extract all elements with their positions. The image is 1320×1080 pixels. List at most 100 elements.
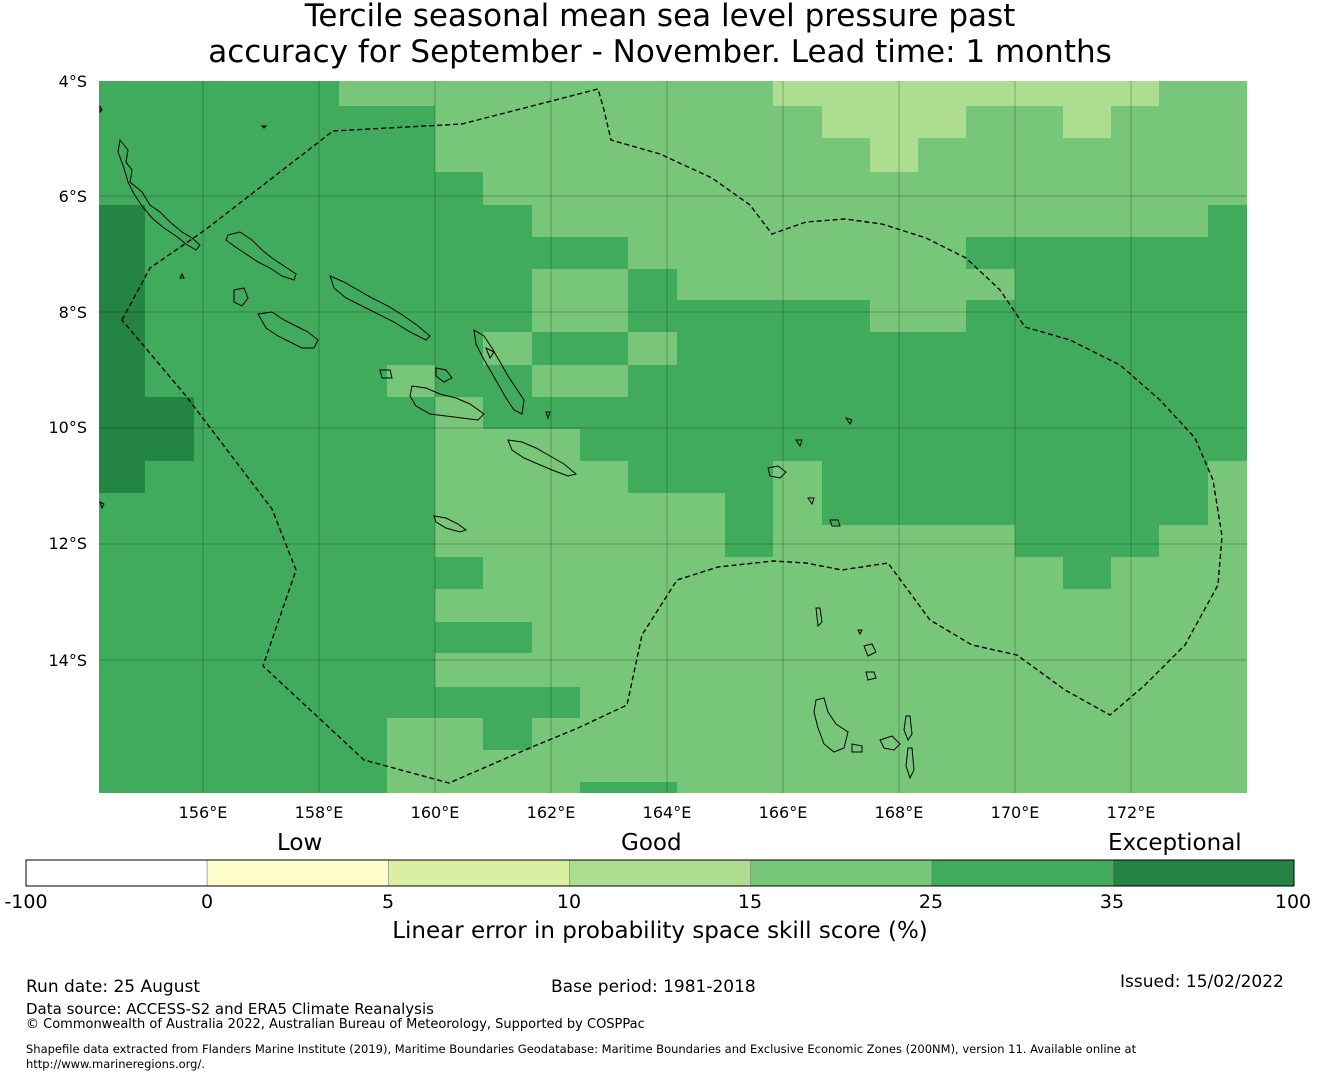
island-malakula (879, 735, 901, 751)
colorbar-tick-label: 100 (1275, 891, 1311, 913)
island-santa-cruz (767, 465, 787, 479)
shapefile-credit: Shapefile data extracted from Flanders M… (26, 1042, 1137, 1056)
island-vanua-lava (865, 671, 877, 681)
island-small (99, 501, 105, 510)
island-makira (507, 439, 578, 477)
skill-cell (387, 718, 435, 793)
colorbar-tick-label: 5 (382, 891, 394, 913)
skill-cell (483, 718, 532, 750)
colorbar-bin (1112, 859, 1295, 887)
island-small (807, 497, 815, 506)
shapefile-url: http://www.marineregions.org/. (26, 1057, 205, 1071)
island-new-georgia (257, 311, 319, 349)
colorbar-frame (25, 859, 1295, 887)
island-rennell (433, 515, 468, 533)
island-small (99, 105, 103, 114)
island-choiseul (225, 231, 297, 281)
island-small (179, 272, 185, 279)
colorbar-tick-label: 25 (919, 891, 943, 913)
island-small (260, 125, 268, 129)
colorbar-tick-label: 10 (557, 891, 581, 913)
skill-cell (435, 622, 532, 653)
lon-tick-label: 170°E (991, 803, 1040, 822)
skill-cell (580, 782, 677, 793)
island-small (844, 417, 853, 425)
skill-cell (483, 332, 532, 365)
colorbar-label: Linear error in probability space skill … (392, 918, 928, 944)
lon-tick-label: 164°E (643, 803, 692, 822)
colorbar-tick-label: 0 (201, 891, 213, 913)
skill-cell (435, 557, 483, 589)
title-line-1: Tercile seasonal mean sea level pressure… (304, 0, 1016, 34)
island-pentecost (905, 747, 915, 780)
colorbar-bin (25, 859, 208, 887)
island-ambae (851, 743, 863, 753)
lon-tick-label: 158°E (295, 803, 344, 822)
lon-tick-label: 168°E (875, 803, 924, 822)
colorbar-category-exceptional: Exceptional (1108, 830, 1242, 856)
island-torres (815, 607, 823, 628)
lat-tick-label: 6°S (59, 187, 87, 206)
island-russell (379, 369, 393, 379)
lat-tick-label: 8°S (59, 303, 87, 322)
skill-cell (628, 332, 677, 365)
colorbar-category-good: Good (621, 830, 682, 856)
lat-tick-label: 12°S (48, 534, 87, 553)
graticule (99, 81, 1247, 793)
colorbar-bin (750, 859, 933, 887)
map-panel (99, 81, 1247, 793)
colorbar-category-low: Low (277, 830, 323, 856)
lat-tick-label: 14°S (48, 651, 87, 670)
colorbar-tick-label: 35 (1100, 891, 1124, 913)
skill-cell (435, 687, 580, 718)
skill-cell (532, 332, 628, 365)
island-small (485, 346, 495, 360)
island-small (857, 629, 863, 636)
lon-tick-label: 162°E (527, 803, 576, 822)
eez-solomon-islands (121, 88, 1223, 784)
colorbar-tick-label: 15 (738, 891, 762, 913)
lon-axis: 156°E 158°E 160°E 162°E 164°E 166°E 168°… (179, 803, 1156, 822)
island-bougainville (117, 138, 201, 251)
colorbar: -100 0 5 10 15 25 35 100 (4, 859, 1311, 913)
skill-cell-region (773, 81, 1159, 172)
coastlines (99, 105, 915, 780)
island-malaita (473, 329, 525, 415)
island-nggela (435, 367, 453, 383)
skill-cell-region (99, 81, 435, 793)
run-date: Run date: 25 August (26, 977, 200, 997)
island-small (795, 439, 803, 448)
island-santa-isabel (329, 275, 431, 341)
lon-tick-label: 156°E (179, 803, 228, 822)
title-line-2: accuracy for September - November. Lead … (208, 34, 1112, 70)
lat-tick-label: 4°S (59, 72, 87, 91)
lat-axis: 4°S 6°S 8°S 10°S 12°S 14°S (48, 72, 87, 670)
island-vanikoro (829, 519, 841, 527)
colorbar-bin (569, 859, 751, 887)
island-maewo (903, 715, 913, 742)
lon-tick-label: 166°E (759, 803, 808, 822)
island-guadalcanal (409, 385, 485, 421)
skill-cell-region (435, 172, 1247, 589)
skill-cell-region (99, 205, 194, 493)
colorbar-tick-label: -100 (4, 891, 47, 913)
colorbar-bin (206, 859, 389, 887)
skill-cell (339, 81, 435, 106)
base-period: Base period: 1981-2018 (551, 977, 756, 997)
colorbar-bin (387, 859, 570, 887)
lon-tick-label: 160°E (411, 803, 460, 822)
lon-tick-label: 172°E (1107, 803, 1156, 822)
colorbar-bin (931, 859, 1114, 887)
data-source: Data source: ACCESS-S2 and ERA5 Climate … (26, 1000, 434, 1018)
copyright: © Commonwealth of Australia 2022, Austra… (26, 1017, 645, 1032)
issued-date: Issued: 15/02/2022 (1120, 972, 1284, 992)
skill-cell (532, 365, 628, 397)
lat-tick-label: 10°S (48, 418, 87, 437)
skill-cell (532, 269, 628, 332)
island-espiritu-santo (813, 697, 849, 753)
island-small (545, 411, 551, 420)
eez-boundaries (121, 88, 1223, 784)
island-vella-lavella (233, 287, 249, 307)
island-banks (863, 643, 877, 657)
